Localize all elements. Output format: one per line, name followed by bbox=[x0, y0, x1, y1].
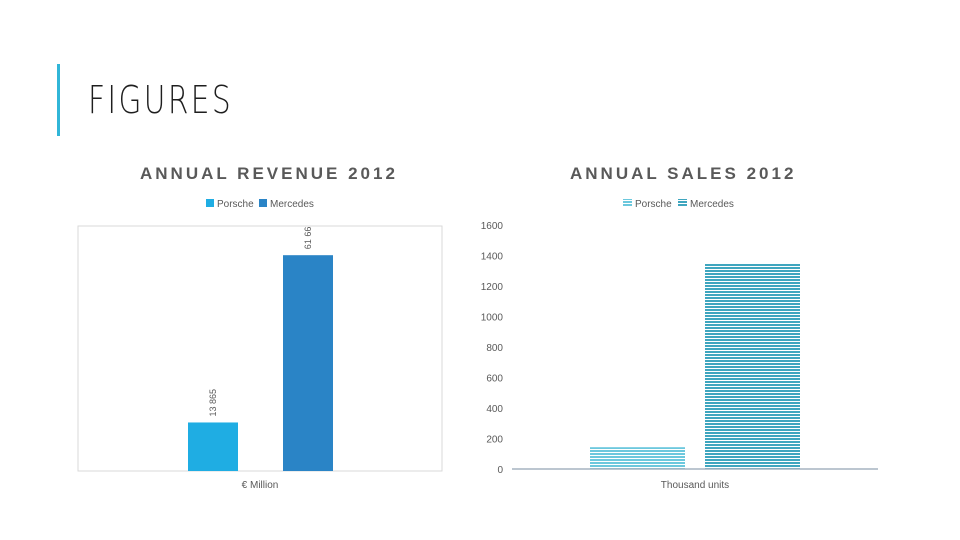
slide-title: FIGURES bbox=[88, 78, 233, 122]
sales-y-tick-label: 0 bbox=[497, 465, 503, 476]
sales-legend: Porsche Mercedes bbox=[623, 199, 734, 210]
sales-x-axis-label: Thousand units bbox=[661, 480, 729, 491]
sales-y-axis: 0 200 400 600 800 1000 1200 1400 1600 bbox=[481, 221, 504, 476]
sales-y-tick-label: 1400 bbox=[481, 252, 504, 263]
revenue-legend-label-mercedes: Mercedes bbox=[270, 199, 314, 210]
revenue-legend-swatch-porsche bbox=[206, 199, 214, 207]
sales-chart: Porsche Mercedes 0 200 400 600 800 1000 1200 14… bbox=[481, 199, 878, 491]
revenue-legend-label-porsche: Porsche bbox=[217, 199, 254, 210]
revenue-data-label-mercedes: 61 66 bbox=[303, 227, 313, 250]
sales-legend-swatch-porsche bbox=[623, 199, 632, 207]
sales-bar-mercedes bbox=[705, 263, 800, 469]
revenue-data-label-porsche: 13 865 bbox=[208, 389, 218, 417]
sales-legend-swatch-mercedes bbox=[678, 199, 687, 207]
title-accent-bar bbox=[57, 64, 60, 136]
revenue-chart-title: ANNUAL REVENUE 2012 bbox=[140, 164, 398, 183]
revenue-chart: Porsche Mercedes 13 865 61 66 € Million bbox=[77, 199, 443, 491]
sales-legend-label-mercedes: Mercedes bbox=[690, 199, 734, 210]
sales-y-tick-label: 800 bbox=[486, 343, 503, 354]
revenue-plot-frame bbox=[77, 225, 443, 472]
revenue-legend-swatch-mercedes bbox=[259, 199, 267, 207]
sales-y-tick-label: 200 bbox=[486, 435, 503, 446]
sales-bar-porsche bbox=[590, 447, 685, 469]
sales-y-tick-label: 400 bbox=[486, 404, 503, 415]
sales-y-tick-label: 1600 bbox=[481, 221, 504, 232]
sales-y-tick-label: 1000 bbox=[481, 313, 504, 324]
revenue-legend: Porsche Mercedes bbox=[206, 199, 314, 210]
revenue-bar-porsche bbox=[188, 422, 238, 471]
sales-y-tick-label: 600 bbox=[486, 374, 503, 385]
sales-chart-title: ANNUAL SALES 2012 bbox=[570, 164, 797, 183]
sales-legend-label-porsche: Porsche bbox=[635, 199, 672, 210]
revenue-x-axis-label: € Million bbox=[242, 480, 279, 491]
revenue-bar-mercedes bbox=[283, 255, 333, 471]
sales-y-tick-label: 1200 bbox=[481, 282, 504, 293]
